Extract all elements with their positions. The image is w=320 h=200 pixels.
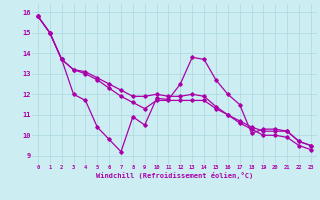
X-axis label: Windchill (Refroidissement éolien,°C): Windchill (Refroidissement éolien,°C) bbox=[96, 172, 253, 179]
